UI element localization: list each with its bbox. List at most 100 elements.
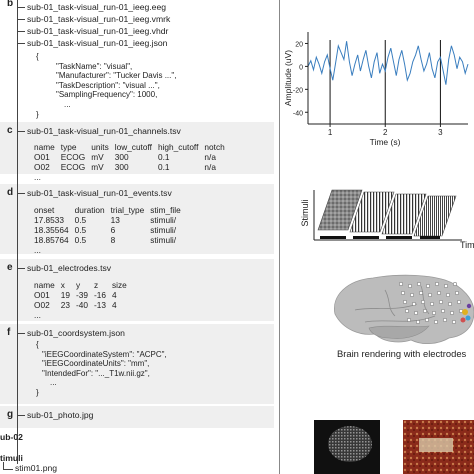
stimuli-panel: Stimuli Tim [300,189,474,250]
table-ellipsis: ... [34,245,41,255]
table-cell: 300 [114,152,129,162]
stimuli-label: Stimuli [300,199,310,226]
table-cell: O02 [34,162,50,172]
table-cell: stimuli/ [150,215,177,225]
electrode-dot [415,319,421,325]
y-tick-label: 20 [295,41,303,48]
table-cell: n/a [204,162,216,172]
section-letter-e: e [7,262,13,273]
json-close-brace: } [36,109,39,119]
tree-panel-c [0,122,274,174]
tree-panel-g [0,406,274,428]
signal-line [307,41,469,85]
electrode-dot [431,310,437,316]
file-events-tsv[interactable]: sub-01_task-visual_run-01_events.tsv [27,188,172,198]
file-ieeg-vhdr[interactable]: sub-01_task-visual_run-01_ieeg.vhdr [27,26,169,36]
electrode-cluster-color [466,303,472,309]
table-cell: 0.1 [157,152,170,162]
table-cell: O01 [34,290,50,300]
table-cell: ECOG [60,162,86,172]
electrode-dot [420,299,426,305]
electrode-dot [402,299,408,305]
tree-branch-channels [17,131,25,132]
file-coordsystem-json[interactable]: sub-01_coordsystem.json [27,328,125,338]
table-cell: stimuli/ [150,225,177,235]
y-tick-label: -20 [293,87,303,94]
file-photo-jpg[interactable]: sub-01_photo.jpg [27,410,94,420]
y-tick-label: 0 [299,64,303,71]
electrode-dot [456,299,462,305]
json-line: "iEEGCoordinateUnits": "mm", [42,359,150,369]
table-header-row: name x y z size [34,280,133,290]
table-row: 18.85764 0.5 8 stimuli/ [34,235,187,245]
table-header-cell: type [60,142,77,152]
photo-electrode-strip [419,438,453,452]
stimuli-tree-branch [3,469,13,470]
x-ticks: 1 2 3 [328,124,443,137]
brain-caption: Brain rendering with electrodes [337,348,467,359]
table-header-row: name type units low_cutoff high_cutoff n… [34,142,231,152]
table-row: O02 ECOG mV 300 0.1 n/a [34,162,231,172]
table-row: ... [34,310,133,320]
photo-grid-object [328,426,372,462]
electrode-dot [438,299,444,305]
tree-branch-vhdr [17,31,25,32]
json-open-brace: { [36,340,39,349]
table-cell: -13 [94,300,106,310]
electrode-cluster-color [465,315,471,321]
file-channels-tsv[interactable]: sub-01_task-visual_run-01_channels.tsv [27,126,181,136]
stimuli-tree-line [3,462,4,470]
json-close-brace: } [36,387,39,397]
event-markers [329,40,441,124]
events-table: onset duration trial_type stim_file 17.8… [34,205,187,255]
electrode-dot [442,317,448,323]
file-electrodes-tsv[interactable]: sub-01_electrodes.tsv [27,263,112,273]
signal-series [307,41,469,85]
stimulus-duration-bar-1 [320,236,346,239]
panel-divider [279,0,280,474]
brain-temporal-lobe [368,325,430,339]
tree-branch-coordsystem [17,333,25,334]
folder-sub-02[interactable]: ub-02 [0,432,23,442]
section-letter-c: c [7,125,13,136]
table-row: O01 ECOG mV 300 0.1 n/a [34,152,231,162]
photo-intraoperative [403,420,474,474]
x-axis-label: Time (s) [370,137,401,147]
electrode-dot [422,308,428,314]
table-row: 18.35564 0.5 6 stimuli/ [34,225,187,235]
tree-branch-events [17,193,25,194]
photo-grid-implant [314,420,380,474]
file-ieeg-json[interactable]: sub-01_task-visual_run-01_ieeg.json [27,38,168,48]
electrode-dot [451,319,457,325]
table-cell: 6 [110,225,116,235]
table-header-cell: high_cutoff [157,142,199,152]
folder-stimuli[interactable]: timuli [0,453,23,463]
brain-sulcus [354,285,436,323]
table-cell: 0.5 [74,235,87,245]
section-letter-g: g [7,409,14,420]
tree-branch-electrodes [17,268,25,269]
file-stim01-png[interactable]: stim01.png [15,463,58,473]
electrode-dot [427,292,433,298]
table-header-cell: name [34,142,55,152]
file-ieeg-vmrk[interactable]: sub-01_task-visual_run-01_ieeg.vmrk [27,14,171,24]
table-cell: 23 [60,300,70,310]
electrode-dot [406,317,412,323]
electrode-dot [454,290,460,296]
table-header-cell: onset [34,205,55,215]
table-cell: 300 [114,162,129,172]
file-ieeg-eeg[interactable]: sub-01_task-visual_run-01_ieeg.eeg [27,2,167,12]
table-cell: -16 [94,290,106,300]
electrode-dot [429,301,435,307]
section-letter-d: d [7,187,14,198]
electrode-dot [440,308,446,314]
table-cell: 18.85764 [34,235,69,245]
table-cell: ECOG [60,152,86,162]
electrode-dot [433,319,439,325]
x-tick-label: 2 [383,128,388,137]
stimuli-time-label: Tim [460,240,474,250]
json-line: "TaskDescription": "visual ...", [56,80,160,90]
table-cell: mV [91,162,104,172]
stimulus-duration-bar-4 [420,236,440,239]
table-cell: 8 [110,235,116,245]
